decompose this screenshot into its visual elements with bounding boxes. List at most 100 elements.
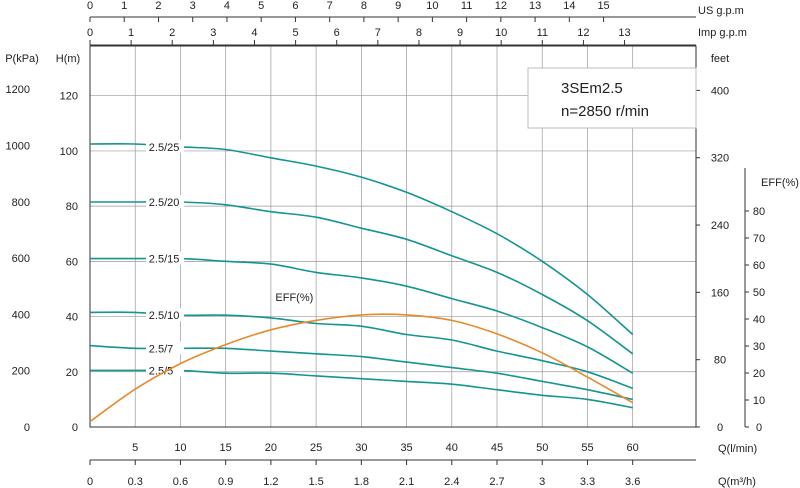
flow-lpm-tick-label: 10 (174, 442, 186, 454)
curve-label-25-5: 2.5/5 (149, 365, 173, 377)
axes (89, 16, 749, 465)
flow-lpm-axis-label: Q(l/min) (718, 443, 757, 455)
flow-m3h-tick-label: 2.4 (444, 476, 459, 488)
pressure-tick-label: 1000 (6, 140, 30, 152)
curve-label-25-15: 2.5/15 (149, 254, 180, 266)
pressure-tick-label: 200 (12, 366, 30, 378)
us-gpm-axis-label: US g.p.m (698, 5, 744, 17)
head-tick-label: 20 (66, 367, 78, 379)
title-box: 3SEm2.5 n=2850 r/min (527, 67, 697, 129)
imp-gpm-tick-label: 10 (495, 27, 507, 39)
eff-tick-label: 80 (753, 206, 765, 218)
curve-label-bg-25-7 (146, 341, 185, 355)
flow-lpm-tick-label: 55 (581, 442, 593, 454)
curves: 2.5/25 2.5/20 2.5/15 2.5/10 2.5/7 2.5/5 EFF(%) (89, 139, 634, 423)
eff-tick-label: 10 (753, 395, 765, 407)
flow-lpm-tick-label: 15 (220, 442, 232, 454)
imp-gpm-tick-label: 9 (457, 27, 463, 39)
eff-tick-label: 30 (753, 341, 765, 353)
us-gpm-tick-label: 0 (87, 0, 93, 12)
pressure-tick-label: 0 (24, 422, 30, 434)
head-tick-label: 80 (66, 201, 78, 213)
plot-frame (89, 45, 697, 428)
eff-tick-label: 50 (753, 287, 765, 299)
us-gpm-tick-label: 6 (292, 0, 298, 12)
feet-tick-label: 320 (711, 153, 729, 165)
imp-gpm-tick-label: 0 (87, 27, 93, 39)
flow-lpm-tick-label: 20 (265, 442, 277, 454)
imp-gpm-tick-label: 3 (210, 27, 216, 39)
imp-gpm-tick-label: 8 (416, 27, 422, 39)
flow-m3h-tick-label: 1.5 (308, 476, 323, 488)
feet-tick-label: 400 (711, 85, 729, 97)
imp-gpm-tick-label: 6 (334, 27, 340, 39)
chart-subtitle: n=2850 r/min (561, 103, 649, 120)
curve-label-25-25: 2.5/25 (149, 142, 180, 154)
us-gpm-tick-label: 14 (563, 0, 575, 12)
feet-tick-label: 160 (711, 287, 729, 299)
eff-tick-label: 70 (753, 233, 765, 245)
curve-label-bg-25-15 (146, 251, 185, 265)
feet-tick-label: 240 (711, 220, 729, 232)
flow-lpm-tick-label: 5 (132, 442, 138, 454)
flow-m3h-tick-label: 0.6 (173, 476, 188, 488)
us-gpm-tick-label: 4 (224, 0, 230, 12)
pressure-axis-label: P(kPa) (5, 53, 39, 65)
imp-gpm-tick-label: 7 (375, 27, 381, 39)
efficiency-curve (89, 313, 634, 423)
us-gpm-tick-label: 9 (395, 0, 401, 12)
flow-m3h-tick-label: 0 (87, 476, 93, 488)
curve-label-25-7: 2.5/7 (149, 343, 173, 355)
flow-lpm-tick-label: 35 (400, 442, 412, 454)
flow-m3h-axis-label: Q(m³/h) (718, 476, 756, 488)
us-gpm-tick-label: 11 (461, 0, 472, 12)
us-gpm-tick-label: 12 (495, 0, 507, 12)
flow-lpm-tick-label: 45 (491, 442, 503, 454)
us-gpm-tick-label: 13 (529, 0, 541, 12)
us-gpm-tick-label: 8 (361, 0, 367, 12)
flow-lpm-tick-label: 40 (446, 442, 458, 454)
flow-m3h-tick-label: 3.3 (580, 476, 595, 488)
us-gpm-tick-label: 10 (426, 0, 438, 12)
imp-gpm-tick-label: 5 (293, 27, 299, 39)
head-tick-label: 120 (60, 91, 78, 103)
feet-tick-label: 0 (717, 422, 723, 434)
curve-label-25-10: 2.5/10 (149, 310, 180, 322)
flow-m3h-tick-label: 1.8 (354, 476, 369, 488)
curve-label-bg-25-20 (146, 194, 185, 208)
flow-lpm-tick-label: 30 (355, 442, 367, 454)
pressure-tick-label: 600 (12, 253, 30, 265)
eff-tick-label: 40 (753, 314, 765, 326)
flow-m3h-tick-label: 3.6 (625, 476, 640, 488)
flow-lpm-tick-label: 50 (536, 442, 548, 454)
flow-m3h-tick-label: 0.9 (218, 476, 233, 488)
imp-gpm-tick-label: 2 (169, 27, 175, 39)
flow-m3h-tick-label: 2.1 (399, 476, 414, 488)
feet-axis-label: feet (711, 53, 729, 65)
pressure-tick-label: 1200 (6, 84, 30, 96)
curve-label-bg-25-25 (146, 139, 185, 153)
flow-m3h-tick-label: 1.2 (263, 476, 278, 488)
title-box-frame (527, 67, 697, 129)
efficiency-curve-label: EFF(%) (275, 292, 313, 304)
eff-tick-label: 20 (753, 368, 765, 380)
chart-title: 3SEm2.5 (561, 80, 623, 97)
us-gpm-tick-label: 7 (327, 0, 333, 12)
imp-gpm-axis-label: Imp g.p.m (698, 27, 747, 39)
pressure-tick-label: 800 (12, 197, 30, 209)
pressure-tick-label: 400 (12, 309, 30, 321)
eff-axis-label: EFF(%) (761, 177, 799, 189)
eff-tick-label: 60 (753, 260, 765, 272)
imp-gpm-tick-label: 11 (537, 27, 548, 39)
head-tick-label: 60 (66, 256, 78, 268)
us-gpm-tick-label: 2 (155, 0, 161, 12)
head-tick-label: 100 (60, 146, 78, 158)
us-gpm-tick-label: 1 (121, 0, 127, 12)
head-axis-label: H(m) (56, 53, 80, 65)
imp-gpm-tick-label: 4 (251, 27, 257, 39)
imp-gpm-tick-label: 13 (618, 27, 630, 39)
flow-m3h-tick-label: 3 (539, 476, 545, 488)
flow-lpm-tick-label: 25 (310, 442, 322, 454)
tick-labels: 0 1 2 3 4 5 6 7 8 9 10 11 12 13 14 15 US g.p.m0 1 2 3 4 5 6 7 8 9… (5, 0, 799, 488)
